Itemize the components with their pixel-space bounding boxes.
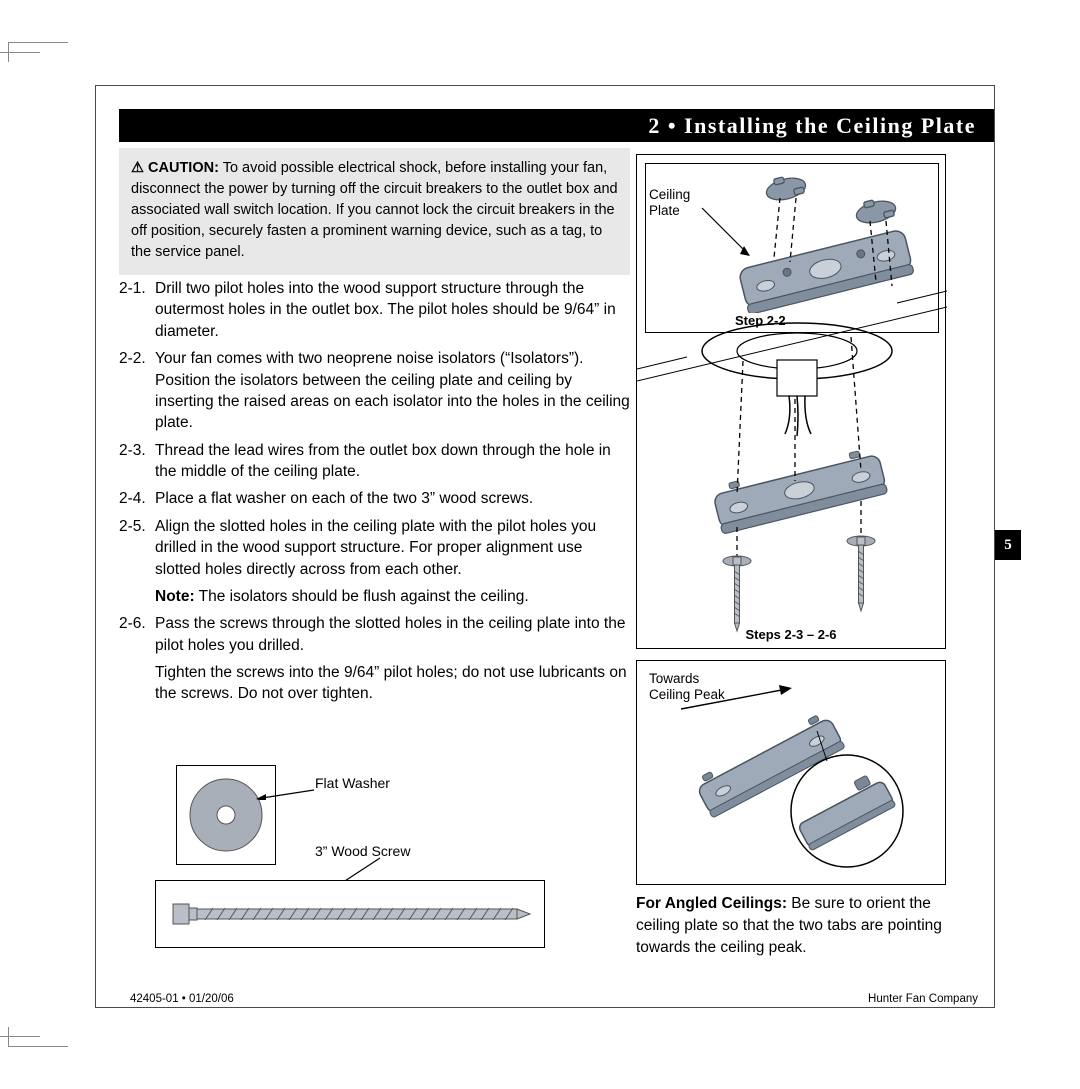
angled-ceiling-text: For Angled Ceilings: Be sure to orient t… [636,893,954,959]
step-text: Align the slotted holes in the ceiling p… [155,516,630,608]
step-2-2-label: Step 2-2 [732,313,789,328]
step-num: 2-2. [119,348,155,434]
steps-list: 2-1.Drill two pilot holes into the wood … [119,278,630,711]
step-text: Your fan comes with two neoprene noise i… [155,348,630,434]
step-text: Place a flat washer on each of the two 3… [155,488,630,509]
step-text: Thread the lead wires from the outlet bo… [155,440,630,483]
step-num: 2-6. [119,613,155,705]
angled-ceiling-figure: Towards Ceiling Peak [636,660,946,885]
caution-box: ⚠ CAUTION: To avoid possible electrical … [119,148,630,275]
step-num: 2-3. [119,440,155,483]
screw-icon [165,894,535,934]
ceiling-peak-label: Towards Ceiling Peak [649,671,725,703]
footer-doc-id: 42405-01 • 01/20/06 [130,993,234,1005]
section-header: 2 • Installing the Ceiling Plate [119,109,994,142]
wood-screw-figure [155,880,545,948]
ceiling-plate-label: Ceiling Plate [649,187,690,219]
steps-2-3-label: Steps 2-3 – 2-6 [637,627,945,642]
step-num: 2-1. [119,278,155,342]
warning-icon: ⚠ [131,160,148,176]
exploded-figure: Ceiling Plate Step 2-2 [636,154,946,649]
step-num: 2-4. [119,488,155,509]
flat-washer-label: Flat Washer [315,775,390,791]
washer-icon [186,775,266,855]
step-text: Drill two pilot holes into the wood supp… [155,278,630,342]
page-number-tab: 5 [995,530,1021,560]
step-num: 2-5. [119,516,155,608]
footer-company: Hunter Fan Company [868,993,978,1005]
step-text: Pass the screws through the slotted hole… [155,613,630,705]
arrow-icon [256,782,316,800]
flat-washer-figure [176,765,276,865]
caution-label: CAUTION: [148,160,219,176]
